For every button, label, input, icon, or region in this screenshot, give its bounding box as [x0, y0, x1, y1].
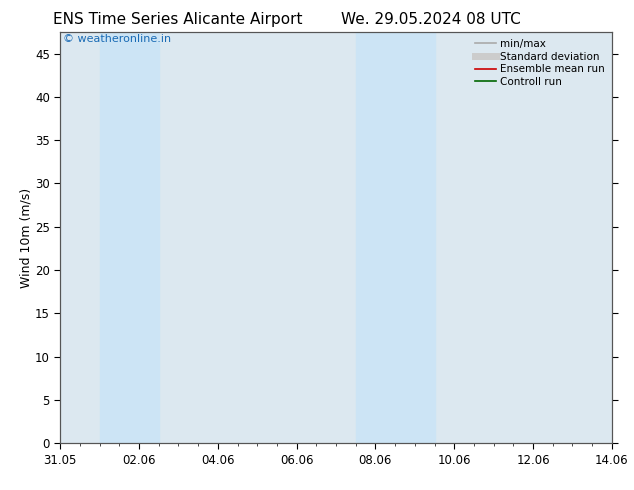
- Text: © weatheronline.in: © weatheronline.in: [63, 34, 171, 44]
- Text: We. 29.05.2024 08 UTC: We. 29.05.2024 08 UTC: [341, 12, 521, 27]
- Legend: min/max, Standard deviation, Ensemble mean run, Controll run: min/max, Standard deviation, Ensemble me…: [473, 37, 607, 89]
- Text: ENS Time Series Alicante Airport: ENS Time Series Alicante Airport: [53, 12, 302, 27]
- Bar: [356, 32, 434, 443]
- Bar: [100, 32, 158, 443]
- Y-axis label: Wind 10m (m/s): Wind 10m (m/s): [19, 188, 32, 288]
